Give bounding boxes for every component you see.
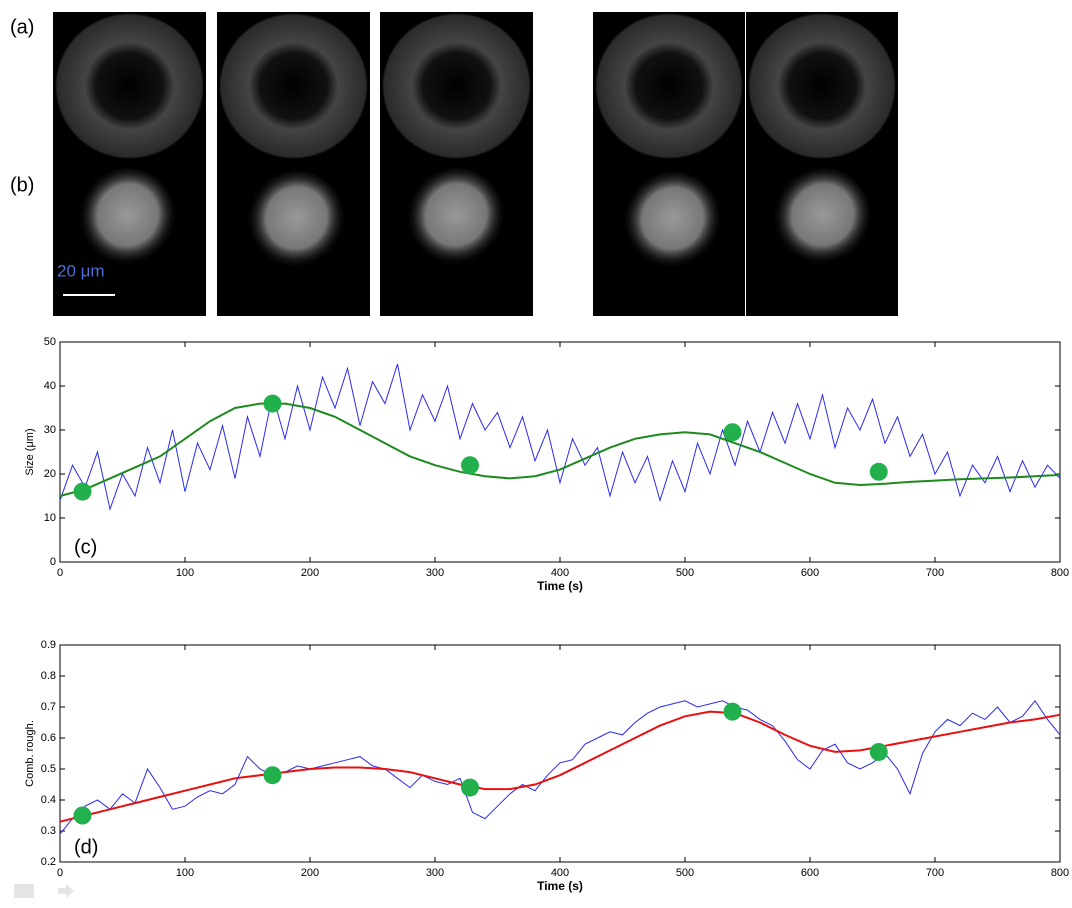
marker	[263, 766, 282, 785]
y-tick-label: 0.9	[41, 639, 56, 651]
x-axis-label: Time (s)	[537, 579, 583, 593]
x-tick-label: 300	[426, 867, 444, 879]
series-line	[59, 710, 1061, 823]
x-tick-label: 0	[57, 867, 63, 879]
x-tick-label: 700	[926, 867, 944, 879]
x-tick-label: 500	[676, 867, 694, 879]
marker	[723, 702, 742, 721]
y-tick-label: 0.4	[41, 794, 56, 806]
y-tick-label: 0.5	[41, 763, 56, 775]
row-label: (a)	[10, 16, 34, 38]
y-tick-label: 50	[44, 336, 56, 348]
x-tick-label: 400	[551, 567, 569, 579]
microscopy-image-ring	[219, 13, 368, 159]
x-tick-label: 400	[551, 867, 569, 879]
x-tick-label: 300	[426, 567, 444, 579]
y-tick-label: 40	[44, 380, 56, 392]
x-tick-label: 800	[1051, 567, 1069, 579]
marker	[723, 423, 742, 442]
x-tick-label: 100	[176, 567, 194, 579]
y-axis-label: Comb. rough.	[24, 720, 36, 787]
x-tick-label: 700	[926, 567, 944, 579]
series-line	[59, 402, 1061, 497]
y-axis-label: Size (μm)	[24, 428, 36, 475]
x-tick-label: 200	[301, 567, 319, 579]
microscopy-image-ring	[382, 13, 531, 159]
cell-blob	[617, 170, 721, 274]
y-tick-label: 10	[44, 512, 56, 524]
cell-blob	[401, 167, 504, 270]
x-tick-label: 0	[57, 567, 63, 579]
series-line	[59, 363, 1061, 512]
microscopy-image-ring	[55, 13, 204, 159]
x-tick-label: 600	[801, 567, 819, 579]
y-tick-label: 0.2	[41, 856, 56, 868]
row-label: (b)	[10, 174, 34, 196]
marker	[869, 742, 888, 761]
microscopy-image-ring	[595, 13, 743, 159]
y-tick-label: 0.7	[41, 701, 56, 713]
x-tick-label: 600	[801, 867, 819, 879]
image-panels	[53, 12, 898, 316]
marker	[461, 456, 479, 475]
cell-blob	[74, 167, 176, 272]
marker	[869, 462, 888, 481]
y-tick-label: 20	[44, 468, 56, 480]
panel-label: (d)	[74, 836, 98, 858]
plot-area	[59, 644, 1061, 863]
marker	[73, 806, 92, 825]
x-tick-label: 100	[176, 867, 194, 879]
microscopy-image-ring	[748, 13, 896, 159]
panel-label: (c)	[74, 536, 97, 558]
marker	[263, 394, 282, 413]
x-tick-label: 200	[301, 867, 319, 879]
y-tick-label: 0.8	[41, 670, 56, 682]
y-tick-label: 0.3	[41, 825, 56, 837]
marker	[461, 778, 479, 797]
cell-blob	[242, 170, 345, 274]
y-tick-label: 30	[44, 424, 56, 436]
x-tick-label: 500	[676, 567, 694, 579]
cell-blob	[767, 167, 870, 270]
plot-area	[59, 341, 1061, 563]
marker	[73, 482, 92, 501]
x-axis-label: Time (s)	[537, 879, 583, 893]
scale-bar-label: 20 μm	[57, 261, 105, 280]
y-tick-label: 0.6	[41, 732, 56, 744]
x-tick-label: 800	[1051, 867, 1069, 879]
toolbar-icons	[14, 884, 74, 898]
series-line	[59, 699, 1061, 835]
y-tick-label: 0	[50, 556, 56, 568]
